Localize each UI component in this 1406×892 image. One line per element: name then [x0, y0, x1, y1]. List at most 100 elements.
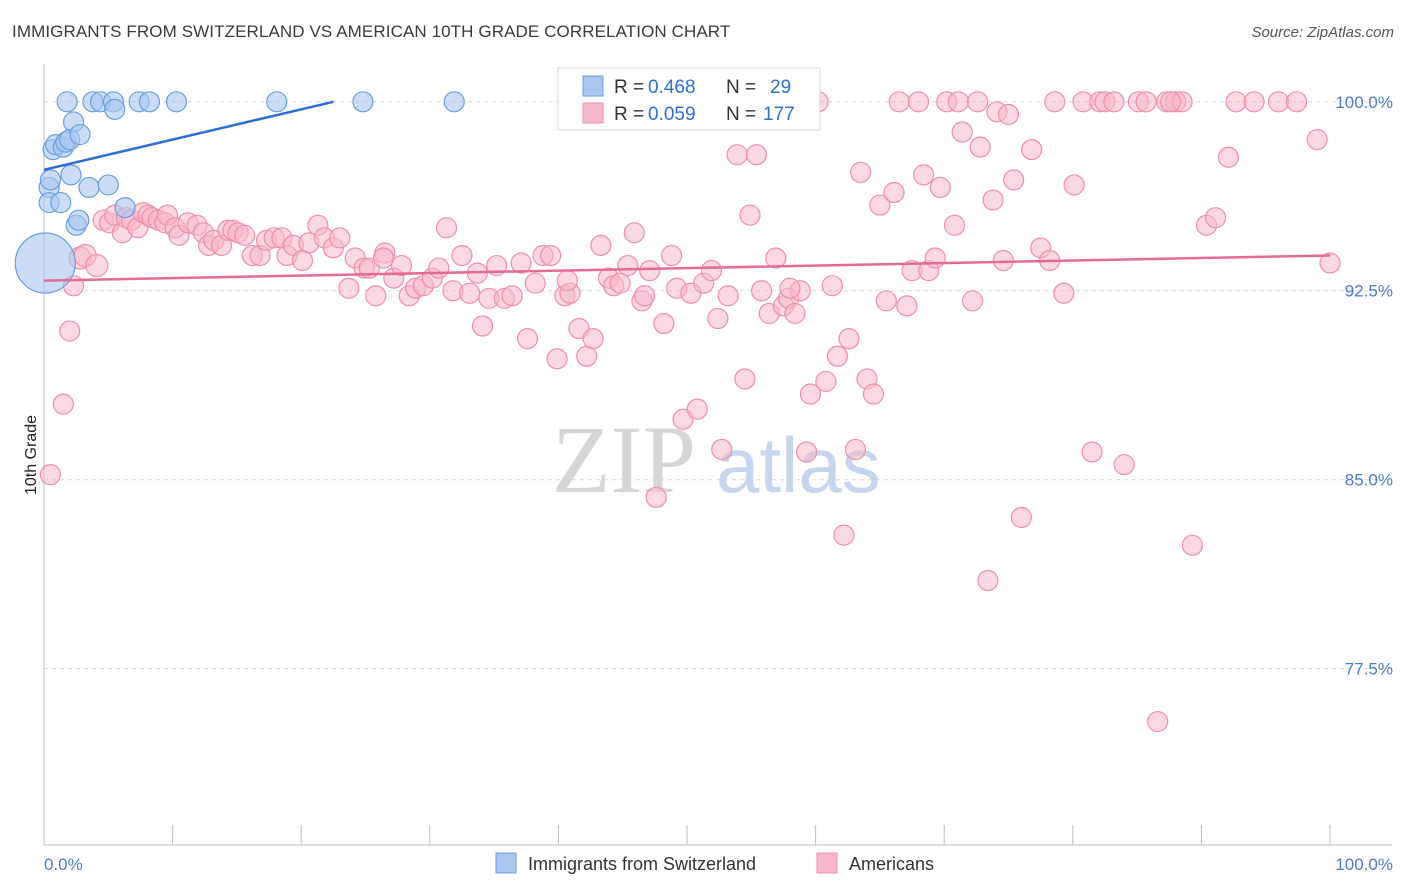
trend-lines: [43, 100, 1331, 282]
americans-point: [779, 277, 801, 299]
watermark-atlas: atlas: [716, 421, 881, 509]
americans-point: [888, 91, 910, 113]
americans-point: [1306, 128, 1328, 151]
americans-point: [765, 247, 787, 269]
switzerland-point: [114, 197, 136, 219]
americans-point: [875, 290, 897, 312]
americans-point: [1181, 534, 1203, 556]
switzerland-point: [165, 91, 188, 113]
americans-point: [623, 222, 645, 244]
americans-point: [1063, 174, 1085, 196]
americans-points: [39, 91, 1341, 733]
americans-point: [39, 464, 62, 486]
americans-point: [435, 217, 458, 239]
americans-point: [850, 161, 872, 183]
switzerland-trend-line: [43, 100, 334, 172]
axes: [43, 64, 1392, 846]
americans-point: [977, 569, 999, 592]
americans-point: [590, 234, 612, 256]
americans-point: [653, 312, 675, 335]
americans-point: [617, 254, 639, 277]
americans-point: [833, 524, 855, 546]
tick-labels: 77.5% 85.0% 92.5% 100.0% 0.0% 100.0%: [44, 93, 1393, 874]
americans-point: [997, 103, 1020, 125]
americans-point: [59, 320, 81, 342]
americans-point: [451, 244, 473, 267]
chart-title: IMMIGRANTS FROM SWITZERLAND VS AMERICAN …: [12, 22, 731, 41]
switzerland-point: [56, 91, 78, 113]
americans-point: [967, 91, 989, 113]
americans-point: [913, 164, 935, 186]
source-note: Source: ZipAtlas.com: [1251, 24, 1394, 41]
switzerland-point: [266, 91, 288, 113]
bottom-legend-switzerland: Immigrants from Switzerland: [528, 854, 756, 874]
americans-point: [745, 144, 768, 166]
switzerland-point: [78, 176, 100, 199]
watermark-zip: ZIP: [552, 406, 696, 513]
americans-point: [428, 257, 450, 279]
americans-point: [717, 285, 739, 307]
switzerland-point: [352, 91, 374, 113]
y-tick-label: 100.0%: [1335, 93, 1393, 112]
americans-point: [961, 290, 984, 312]
americans-point: [459, 282, 481, 304]
grid-lines: [44, 101, 1392, 670]
americans-point: [546, 348, 568, 370]
americans-point: [707, 307, 729, 330]
americans-point: [516, 328, 539, 350]
bottom-legend-swatch-americans: [816, 852, 838, 874]
switzerland-point: [97, 174, 119, 196]
americans-point: [844, 438, 867, 461]
watermark: ZIP atlas: [552, 406, 881, 513]
americans-point: [556, 270, 579, 292]
bottom-legend-americans: Americans: [849, 854, 934, 874]
americans-point: [609, 272, 631, 294]
americans-point: [862, 383, 885, 405]
americans-point: [582, 328, 604, 350]
americans-point: [1003, 169, 1025, 191]
americans-point: [1103, 91, 1125, 113]
americans-point: [645, 486, 667, 508]
x-tick-label: 100.0%: [1335, 855, 1393, 874]
americans-point: [1044, 91, 1066, 113]
americans-point: [372, 247, 395, 269]
americans-point: [686, 398, 708, 420]
y-tick-label: 92.5%: [1345, 282, 1393, 301]
americans-point: [329, 227, 351, 249]
americans-point: [838, 328, 860, 350]
switzerland-point: [104, 98, 126, 120]
americans-point: [85, 253, 109, 278]
americans-point: [52, 393, 74, 415]
americans-point: [883, 181, 905, 204]
legend-n-label-1: N =: [726, 77, 756, 98]
legend-n-label-2: N =: [726, 104, 756, 125]
americans-point: [784, 302, 806, 325]
americans-point: [1225, 91, 1247, 113]
switzerland-point: [60, 164, 82, 186]
americans-trend-line: [43, 254, 1331, 282]
americans-point: [1285, 91, 1308, 113]
americans-point: [291, 249, 314, 272]
switzerland-point: [14, 232, 76, 294]
switzerland-point: [50, 191, 72, 214]
americans-point: [1053, 282, 1075, 304]
x-tick-label: 0.0%: [44, 855, 83, 874]
americans-point: [1010, 506, 1032, 529]
y-tick-label: 85.0%: [1345, 471, 1393, 490]
y-axis-label: 10th Grade: [23, 415, 40, 495]
americans-point: [700, 259, 723, 282]
switzerland-point: [443, 91, 465, 113]
bottom-legend: Immigrants from Switzerland Americans: [495, 852, 934, 874]
americans-point: [1135, 91, 1157, 113]
americans-point: [540, 244, 562, 267]
americans-point: [501, 285, 523, 307]
americans-point: [1147, 710, 1169, 733]
legend-box: R = 0.468 N = 29 R = 0.059 N = 177: [557, 67, 821, 131]
americans-point: [338, 277, 360, 299]
americans-point: [821, 275, 843, 297]
americans-point: [969, 136, 991, 158]
americans-point: [524, 272, 546, 294]
americans-point: [1243, 91, 1265, 113]
americans-point: [1159, 91, 1182, 113]
